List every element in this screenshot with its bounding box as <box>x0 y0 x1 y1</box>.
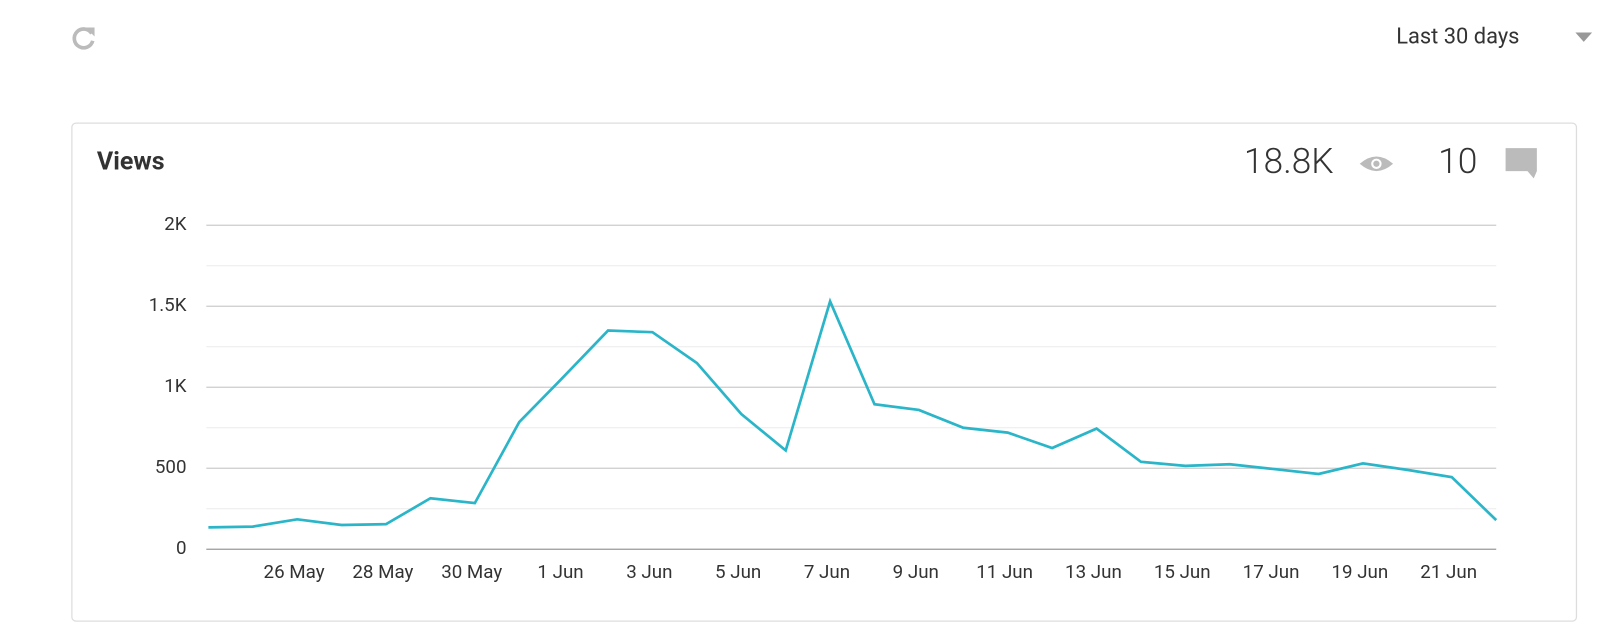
x-tick-label: 30 May <box>441 561 502 583</box>
x-tick-label: 3 Jun <box>626 561 672 583</box>
x-tick-label: 1 Jun <box>537 561 583 583</box>
y-tick-label: 1K <box>164 375 187 397</box>
comment-icon <box>1505 148 1537 179</box>
x-tick-label: 21 Jun <box>1420 561 1477 583</box>
refresh-icon <box>72 27 95 50</box>
x-tick-label: 19 Jun <box>1331 561 1388 583</box>
y-tick-label: 1.5K <box>149 294 187 316</box>
chart-title: Views <box>97 147 165 176</box>
views-total: 18.8K <box>1244 140 1334 182</box>
x-tick-label: 15 Jun <box>1154 561 1211 583</box>
x-tick-label: 13 Jun <box>1065 561 1122 583</box>
x-tick-label: 5 Jun <box>715 561 761 583</box>
x-tick-label: 7 Jun <box>804 561 850 583</box>
card <box>71 122 1578 622</box>
refresh-button[interactable] <box>72 27 95 50</box>
x-tick-label: 11 Jun <box>976 561 1033 583</box>
plot: 0 500 1K 1.5K 2K 26 May 28 May 30 May 1 Jun 3 Jun… <box>149 213 1498 583</box>
dropdown-arrow[interactable] <box>1575 32 1593 42</box>
comments-total: 10 <box>1438 140 1477 182</box>
x-tick-label: 17 Jun <box>1243 561 1300 583</box>
y-tick-label: 500 <box>155 456 187 478</box>
x-tick-label: 28 May <box>352 561 413 583</box>
refresh-arrow <box>85 27 95 37</box>
y-tick-label: 0 <box>176 537 187 559</box>
eye-icon <box>1359 156 1394 172</box>
x-tick-label: 9 Jun <box>893 561 939 583</box>
line-series <box>208 297 1498 529</box>
x-tick-label: 26 May <box>264 561 325 583</box>
y-tick-label: 2K <box>164 213 187 235</box>
period-select[interactable]: Last 30 days <box>1396 24 1519 49</box>
